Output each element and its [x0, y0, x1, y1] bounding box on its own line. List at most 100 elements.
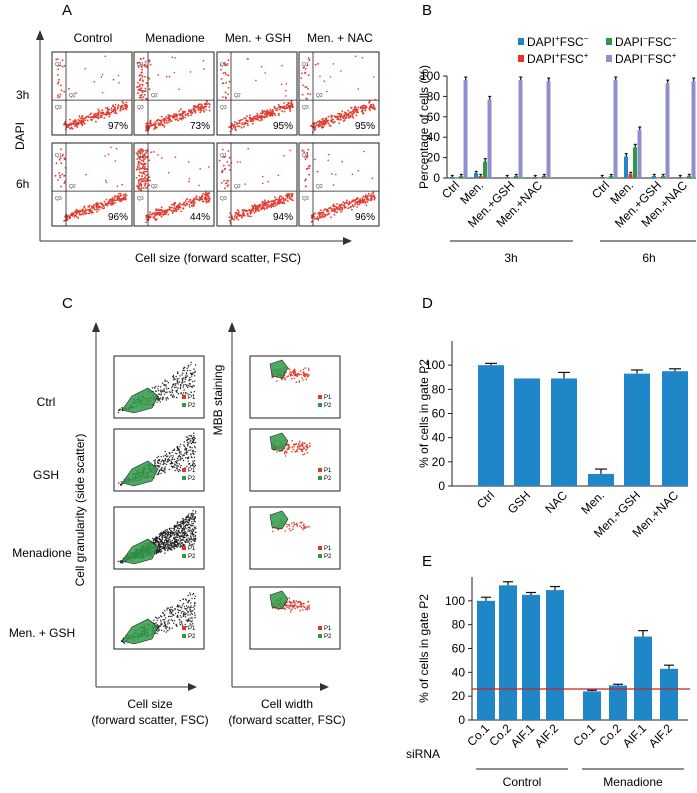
legend-label-p2: P2	[324, 554, 332, 560]
panel-a-x-label: Cell size (forward scatter, FSC)	[135, 251, 301, 265]
legend-label-p1: P1	[324, 395, 332, 401]
row-label-men-gsh: Men. + GSH	[9, 626, 75, 640]
x-tick-label: Men.	[578, 488, 607, 517]
percentage-label: 95%	[273, 121, 293, 132]
y-tick-label: 60	[427, 110, 441, 124]
bar	[477, 600, 495, 720]
y-tick-label: 40	[432, 431, 446, 445]
bar	[533, 176, 537, 178]
bar	[682, 178, 687, 179]
percentage-label: 96%	[355, 212, 375, 223]
bar	[537, 178, 542, 179]
bar	[661, 175, 665, 178]
bar	[687, 175, 691, 178]
panel-c-left-x-label-1: Cell size	[127, 697, 173, 711]
quadrant-label: Q1	[220, 62, 227, 68]
legend-swatch-p1	[182, 626, 186, 630]
legend-swatch-p1	[182, 546, 186, 550]
group-label: 3h	[504, 251, 517, 265]
legend-label-p2: P2	[188, 554, 196, 560]
event-dots	[136, 56, 211, 132]
event-dots	[219, 58, 294, 133]
bar	[505, 176, 509, 178]
x-tick-label: Co.1	[464, 721, 492, 749]
quadrant-label: Q2	[151, 184, 158, 190]
y-tick-label: 60	[432, 407, 446, 421]
quadrant-label: Q3	[220, 105, 227, 111]
y-tick-label: 20	[452, 689, 466, 703]
x-tick-label: NAC	[542, 488, 570, 516]
quadrant-label: Q2	[69, 184, 76, 190]
group-label: Menadione	[603, 775, 663, 789]
group-label: Control	[503, 775, 542, 789]
legend-swatch-p1	[182, 468, 186, 472]
bar	[624, 156, 628, 178]
bar	[609, 175, 613, 178]
legend-swatch-p2	[182, 476, 186, 480]
percentage-label: 95%	[355, 121, 375, 132]
event-dots	[54, 146, 128, 222]
quadrant-label: Q1	[302, 62, 309, 68]
legend-label-p1: P1	[188, 626, 196, 632]
bar	[450, 176, 454, 178]
gate-p2	[121, 538, 159, 565]
y-tick-label: 0	[433, 171, 440, 185]
y-tick-label: 80	[427, 89, 441, 103]
flow-plot: Q1 Q2 Q3 97%	[51, 51, 133, 136]
y-tick-label: 0	[458, 713, 465, 727]
panel-a: DAPI Cell size (forward scatter, FSC) Co…	[13, 30, 380, 265]
quadrant-label: Q3	[137, 105, 144, 111]
quadrant-label: Q1	[220, 153, 227, 159]
percentage-label: 73%	[190, 121, 210, 132]
panel-c-right-y-label: MBB staining	[211, 365, 225, 436]
bar	[691, 81, 696, 178]
bar	[463, 80, 468, 178]
legend-label-p1: P1	[188, 468, 196, 474]
quadrant-label: Q3	[220, 196, 227, 202]
bar	[656, 178, 661, 179]
bar	[633, 147, 637, 178]
y-tick-label: 20	[432, 455, 446, 469]
panel-c-left-x-label-2: (forward scatter, FSC)	[91, 713, 208, 727]
quadrant-label: Q1	[55, 62, 62, 68]
flow-plot: Q1 Q2 Q3 95%	[298, 51, 380, 136]
bar	[499, 585, 517, 720]
legend-label-p1: P1	[188, 546, 196, 552]
legend-label-p2: P2	[324, 403, 332, 409]
legend-label-p2: P2	[188, 634, 196, 640]
row-label-ctrl: Ctrl	[37, 395, 56, 409]
bar	[509, 178, 514, 179]
gate-p2	[269, 432, 289, 452]
x-tick-label: Co.2	[486, 721, 514, 749]
bar	[634, 636, 652, 720]
bar	[600, 176, 604, 178]
col-label-men-gsh: Men. + GSH	[225, 31, 291, 45]
legend-label-p1: P1	[324, 546, 332, 552]
legend-swatch-p2	[318, 634, 322, 638]
quadrant-label: Q2	[316, 184, 323, 190]
x-tick-label: AIF.2	[532, 721, 561, 750]
bar	[474, 172, 478, 178]
legend-swatch-p2	[318, 403, 322, 407]
col-label-men-nac: Men. + NAC	[307, 31, 373, 45]
bar	[459, 175, 463, 178]
y-tick-label: 80	[452, 618, 466, 632]
event-dots	[301, 148, 376, 223]
gate-p2	[269, 359, 289, 379]
y-tick-label: 80	[432, 382, 446, 396]
bar	[551, 378, 577, 486]
y-tick-label: 60	[452, 642, 466, 656]
legend-swatch-p2	[318, 476, 322, 480]
x-tick-label: GSH	[505, 488, 533, 516]
quadrant-label: Q2	[69, 93, 76, 99]
panel-c: Cell granularity (side scatter) MBB stai…	[9, 322, 346, 727]
panel-c-left-y-label: Cell granularity (side scatter)	[73, 434, 87, 587]
quadrant-label: Q2	[316, 93, 323, 99]
bar	[478, 175, 483, 178]
legend-label: DAPI+FSC+	[527, 51, 589, 66]
bar	[546, 590, 564, 720]
